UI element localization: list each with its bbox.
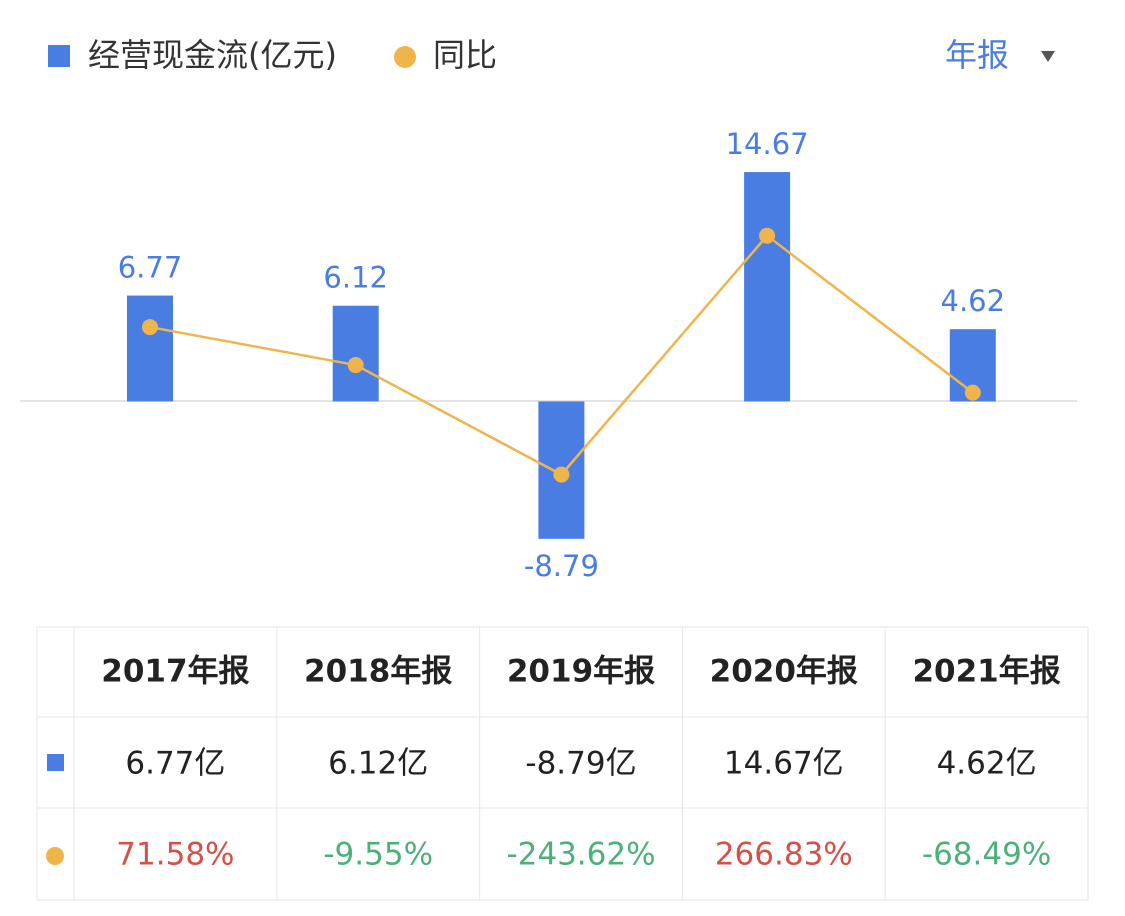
legend-label: 经营现金流(亿元)	[88, 36, 337, 74]
data-label: 6.12	[323, 261, 388, 295]
table-header: 2021年报	[912, 654, 1060, 690]
table-header: 2018年报	[304, 654, 452, 690]
row-icon	[46, 847, 64, 865]
line-point	[553, 466, 570, 483]
legend-swatch	[394, 46, 416, 68]
table-header: 2019年报	[507, 654, 655, 690]
table-header: 2017年报	[101, 654, 249, 690]
table-cell: -8.79亿	[525, 746, 636, 782]
line-point	[964, 384, 981, 401]
period-label[interactable]: 年报	[945, 36, 1009, 74]
table	[36, 626, 1089, 901]
period-dropdown[interactable]: 年报	[945, 36, 1055, 74]
data-label: 4.62	[941, 284, 1006, 318]
table-cell: 71.58%	[116, 837, 234, 873]
bar	[127, 295, 173, 402]
data-label: 6.77	[118, 251, 183, 285]
line-point	[759, 227, 776, 244]
bar	[332, 305, 379, 402]
dropdown-arrow[interactable]	[1041, 51, 1055, 62]
data-label: -8.79	[524, 549, 599, 583]
line-point	[347, 357, 364, 374]
table-cell: 6.12亿	[328, 746, 428, 782]
table-header: 2020年报	[710, 654, 858, 690]
table-cell: 14.67亿	[724, 746, 844, 782]
legend-swatch	[48, 45, 70, 67]
table-cell: -243.62%	[506, 837, 655, 873]
legend-label: 同比	[433, 36, 497, 74]
table-cell: 6.77亿	[125, 746, 225, 782]
table-cell: 266.83%	[715, 837, 853, 873]
table-cell: -9.55%	[323, 837, 433, 873]
row-icon	[47, 754, 64, 771]
table-cell: -68.49%	[922, 837, 1051, 873]
line-point	[142, 319, 158, 336]
data-label: 14.67	[726, 127, 809, 161]
table-border	[36, 626, 1089, 901]
bar	[744, 172, 791, 402]
table-cell: 4.62亿	[937, 746, 1037, 782]
